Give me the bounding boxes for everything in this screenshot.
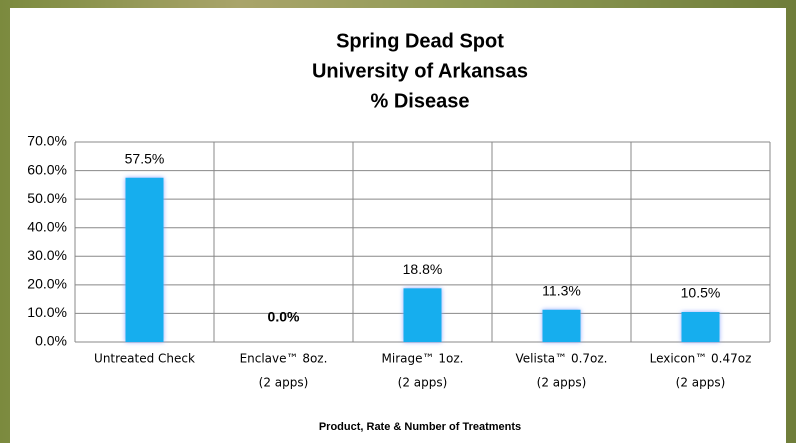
x-tick-label: (2 apps) — [537, 376, 587, 390]
y-tick-label: 60.0% — [27, 161, 67, 177]
x-tick-label: (2 apps) — [398, 376, 448, 390]
x-axis-title: Product, Rate & Number of Treatments — [319, 421, 521, 433]
y-tick-label: 30.0% — [27, 247, 67, 263]
chart-title: University of Arkansas — [312, 60, 528, 82]
value-label: 10.5% — [681, 285, 721, 301]
bar — [404, 288, 442, 342]
y-tick-label: 20.0% — [27, 276, 67, 292]
y-tick-label: 50.0% — [27, 190, 67, 206]
y-tick-label: 40.0% — [27, 218, 67, 234]
y-tick-label: 10.0% — [27, 304, 67, 320]
value-label: 11.3% — [542, 282, 581, 298]
x-tick-label: Untreated Check — [94, 352, 195, 366]
chart: Product, Rate & Number of Treatments Spr… — [0, 0, 796, 443]
value-label: 57.5% — [125, 150, 165, 166]
bar — [543, 310, 581, 342]
chart-title: Spring Dead Spot — [336, 30, 504, 52]
y-tick-label: 70.0% — [27, 133, 67, 149]
value-label: 0.0% — [268, 309, 300, 325]
page: Product, Rate & Number of Treatments Spr… — [0, 0, 796, 443]
y-tick-label: 0.0% — [35, 333, 67, 349]
x-tick-label: Enclave™ 8oz. — [240, 352, 328, 366]
x-tick-label: (2 apps) — [259, 376, 309, 390]
chart-title: % Disease — [371, 90, 470, 112]
bar — [682, 312, 720, 342]
value-label: 18.8% — [403, 261, 443, 277]
x-tick-label: Lexicon™ 0.47oz — [650, 352, 752, 366]
x-tick-label: Mirage™ 1oz. — [382, 352, 464, 366]
bar — [126, 178, 164, 342]
x-tick-label: Velista™ 0.7oz. — [516, 352, 608, 366]
x-tick-label: (2 apps) — [676, 376, 726, 390]
